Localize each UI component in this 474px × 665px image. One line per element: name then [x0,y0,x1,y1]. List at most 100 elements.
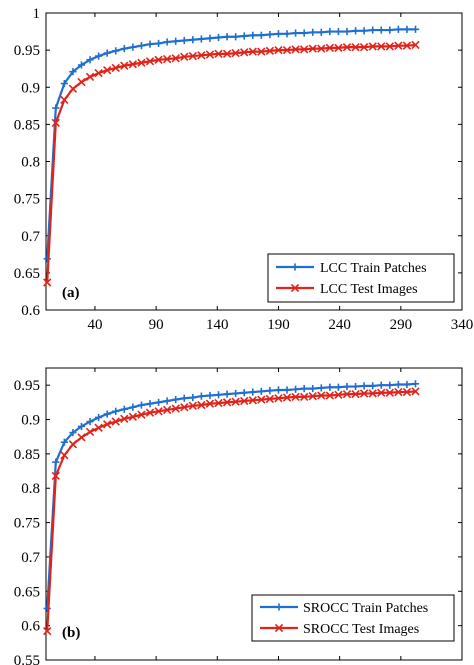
data-point-test [334,390,343,399]
data-point-test [222,49,232,59]
data-point-test [222,398,232,407]
data-point-test [111,63,120,73]
data-point-test [402,41,412,50]
y-tick-label: 0.6 [21,303,40,319]
data-point-test [402,387,412,397]
legend-box-a [267,253,455,303]
data-point-train [129,43,137,51]
data-point-test [137,410,146,419]
y-tick-label: 0.95 [14,378,40,394]
data-point-test [60,95,69,105]
data-point-train [163,397,171,405]
x-tick-label: 40 [87,317,102,333]
panel-label-b: (b) [62,625,80,641]
data-point-test [68,84,78,93]
legend-marker-symbol [274,623,284,633]
data-point-train [334,27,343,36]
series-group-b [43,380,420,636]
data-point-test [188,51,197,61]
data-point-test [342,42,352,52]
data-point-test [342,389,352,399]
data-point-train [283,30,291,38]
data-point-train [309,385,317,393]
data-point-test [120,61,129,70]
data-point-train [60,438,68,446]
data-point-train [120,45,128,53]
y-tick-label: 0.65 [14,584,40,600]
data-point-train [129,403,137,411]
data-point-test [351,389,360,399]
y-tick-label: 0.55 [14,653,40,665]
data-point-test [154,407,163,416]
data-point-test [77,433,86,442]
legend-marker-symbol [275,603,283,611]
data-point-train [43,604,51,613]
data-point-train [403,25,411,33]
data-point-train [103,49,111,57]
data-point-test [394,387,403,397]
y-tick-label: 0.65 [14,266,40,282]
data-point-test [205,50,215,59]
data-point-test [162,54,172,64]
series-line-test [46,43,416,283]
legend-b: SROCC Train Patches SROCC Test Images [251,594,455,642]
data-point-train [180,394,188,402]
data-point-test [240,396,249,406]
data-point-train [86,56,94,64]
data-point-train [137,401,146,409]
data-point-test [291,392,300,402]
data-point-train [52,104,60,112]
data-point-train [154,398,163,406]
data-point-test [51,118,60,128]
legend-label-b-train: SROCC Train Patches [303,601,428,616]
data-point-train [95,413,103,422]
data-point-test [180,52,189,61]
data-point-train [274,30,283,38]
data-point-train [240,32,248,40]
y-tick-label: 0.7 [21,229,40,245]
data-point-test [411,387,420,396]
data-point-test [317,44,326,53]
y-tick-label: 0.75 [14,516,40,532]
series-group-a [43,25,420,287]
data-point-train [266,387,274,395]
y-tick-label: 0.8 [21,155,40,171]
data-point-train [223,33,231,41]
data-point-test [299,45,309,54]
data-point-train [240,389,248,397]
y-tick-label: 0.75 [14,192,40,208]
data-point-test [120,414,129,424]
data-point-train [351,382,360,391]
data-point-test [180,402,189,412]
data-point-train [360,382,368,390]
data-point-test [308,44,317,53]
legend-label-b-test: SROCC Test Images [303,622,419,637]
data-point-train [95,52,103,60]
y-tick-label: 0.95 [14,43,40,59]
data-point-test [154,55,163,64]
data-point-train [223,390,231,398]
data-point-test [162,405,172,415]
legend-marker-a-test [290,283,300,293]
data-point-test [240,48,249,57]
data-point-test [214,398,223,408]
x-tick-label: 190 [267,317,290,333]
data-point-test [111,417,120,426]
data-point-test [351,42,360,52]
y-tick-label: 1 [33,6,41,22]
data-point-train [103,410,111,418]
data-point-train [214,391,223,399]
legend-marker-symbol [290,283,300,293]
data-point-test [128,60,138,69]
data-point-test [171,54,180,63]
data-point-train [232,33,240,41]
data-point-test [411,40,420,50]
data-point-test [291,45,300,54]
data-point-test [248,396,257,405]
data-point-test [94,423,103,432]
data-point-test [43,626,52,636]
data-point-train [300,385,308,393]
data-point-test [368,42,377,51]
legend-marker-b-test [274,623,284,633]
